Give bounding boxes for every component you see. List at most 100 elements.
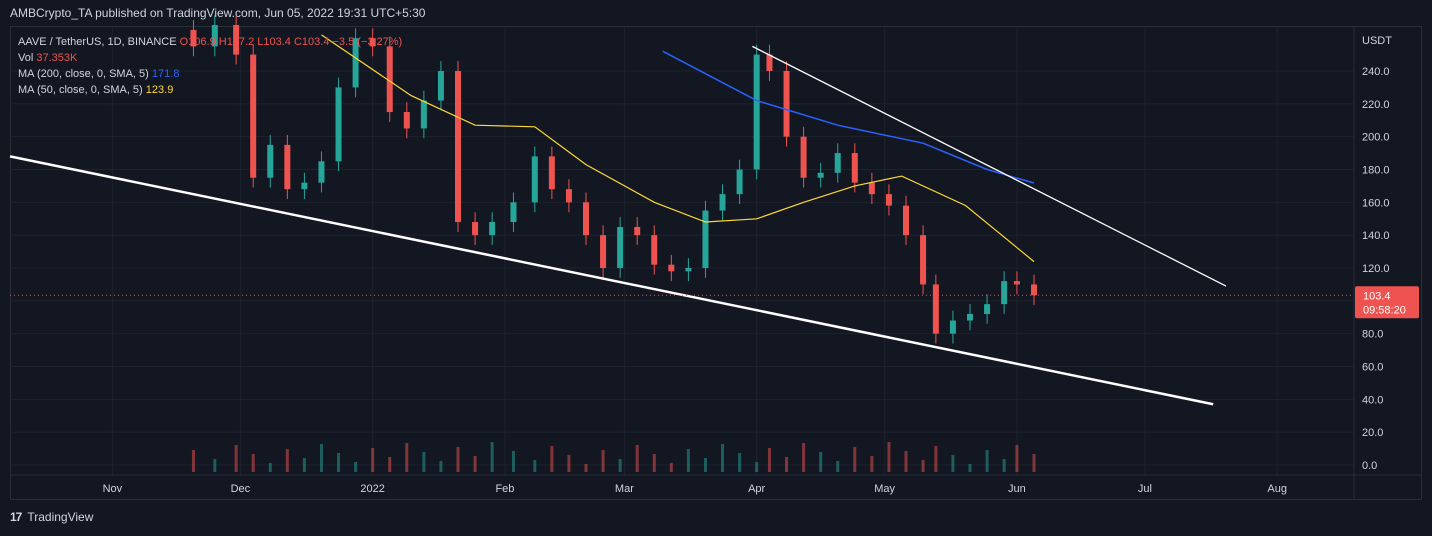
- y-tick-label: 120.0: [1362, 263, 1390, 275]
- legend-volume-label: Vol: [18, 52, 34, 64]
- volume-bar: [234, 445, 238, 472]
- volume-bar: [405, 443, 409, 472]
- y-tick-label: 20.0: [1362, 427, 1383, 439]
- volume-bar: [319, 444, 323, 472]
- candle-body: [211, 25, 218, 47]
- volume-bar: [1032, 454, 1036, 472]
- candle-body: [369, 38, 376, 47]
- candle-body: [531, 156, 538, 203]
- x-tick-label: Apr: [748, 483, 765, 495]
- legend-symbol[interactable]: AAVE / TetherUS, 1D, BINANCE: [18, 36, 177, 48]
- volume-bar: [870, 456, 874, 472]
- candle-body: [949, 320, 956, 334]
- candle-body: [600, 235, 607, 268]
- volume-bar: [456, 447, 460, 472]
- volume-bar: [473, 456, 477, 472]
- volume-bar: [439, 461, 443, 472]
- candle-body: [233, 25, 240, 55]
- candle-body: [753, 54, 760, 170]
- volume-bar: [490, 442, 494, 472]
- candle-body: [301, 182, 308, 190]
- x-tick-label: Feb: [495, 483, 514, 495]
- x-tick-label: Dec: [231, 483, 251, 495]
- chart-frame: [10, 26, 1422, 500]
- candle-body: [651, 235, 658, 265]
- candle-body: [548, 156, 555, 190]
- y-tick-label: 40.0: [1362, 394, 1383, 406]
- volume-bar: [1015, 445, 1019, 472]
- candle-body: [583, 202, 589, 236]
- legend-volume-row[interactable]: Vol 37.353K: [18, 50, 402, 66]
- candle-body: [685, 268, 692, 272]
- volume-bar: [285, 449, 289, 472]
- last-price-countdown: 09:58:20: [1363, 304, 1406, 316]
- candle-body: [668, 264, 675, 272]
- candle-body: [420, 100, 427, 129]
- volume-bar: [985, 450, 989, 472]
- legend-symbol-row: AAVE / TetherUS, 1D, BINANCE O106.9 H107…: [18, 34, 402, 50]
- candle-body: [967, 313, 973, 321]
- legend-ma50-row[interactable]: MA (50, close, 0, SMA, 5) 123.9: [18, 82, 402, 98]
- candle-body: [817, 172, 824, 178]
- volume-bar: [337, 453, 341, 472]
- volume-bar: [618, 459, 622, 472]
- candle-body: [250, 54, 257, 178]
- candle-body: [335, 87, 342, 162]
- chart-legend: AAVE / TetherUS, 1D, BINANCE O106.9 H107…: [18, 34, 402, 98]
- candle-body: [284, 144, 291, 190]
- candle-body: [267, 144, 274, 178]
- footer: 17 TradingView: [10, 510, 93, 524]
- candle-body: [1031, 284, 1037, 296]
- candle-body: [617, 226, 624, 268]
- y-tick-label: 200.0: [1362, 132, 1390, 144]
- volume-bar: [968, 464, 972, 472]
- trendline-lower: [9, 155, 1214, 406]
- legend-ma200-label: MA (200, close, 0, SMA, 5): [18, 68, 149, 80]
- volume-bar: [686, 449, 690, 472]
- candle-body: [885, 194, 892, 206]
- publish-header: AMBCrypto_TA published on TradingView.co…: [10, 6, 426, 20]
- legend-ma200-value: 171.8: [151, 68, 180, 80]
- volume-bar: [601, 450, 605, 472]
- y-tick-label: 220.0: [1362, 99, 1390, 111]
- trendline-upper: [752, 45, 1227, 287]
- candle-body: [932, 284, 939, 334]
- volume-bar: [533, 460, 537, 472]
- volume-bar: [802, 443, 806, 472]
- volume-bar: [567, 455, 571, 472]
- volume-bar: [1002, 459, 1006, 472]
- candle-body: [702, 210, 709, 268]
- candle-body: [386, 46, 393, 113]
- x-tick-label: Jul: [1138, 483, 1152, 495]
- candle-body: [1001, 281, 1008, 305]
- x-tick-label: Nov: [103, 483, 123, 495]
- volume-bar: [669, 463, 673, 472]
- tradingview-logo-icon[interactable]: 17: [10, 510, 22, 524]
- legend-ma200-row[interactable]: MA (200, close, 0, SMA, 5) 171.8: [18, 66, 402, 82]
- candle-body: [766, 54, 773, 71]
- volume-bar: [703, 458, 707, 472]
- volume-bar: [951, 455, 955, 472]
- volume-bar: [388, 457, 392, 472]
- candle-body: [190, 29, 197, 47]
- candle-body: [736, 169, 743, 195]
- volume-bar: [268, 463, 272, 472]
- y-axis-unit: USDT: [1362, 35, 1392, 47]
- candle-body: [719, 194, 726, 211]
- candle-body: [868, 182, 875, 195]
- candle-body: [800, 136, 807, 178]
- y-tick-label: 240.0: [1362, 66, 1390, 78]
- volume-bar: [738, 453, 742, 472]
- ma50-line: [321, 34, 1035, 263]
- y-tick-label: 60.0: [1362, 362, 1383, 374]
- x-tick-label: Mar: [615, 483, 634, 495]
- candle-body: [510, 202, 517, 223]
- candle-body: [851, 153, 858, 183]
- volume-bar: [354, 462, 358, 472]
- last-price-tag: [1355, 286, 1419, 319]
- candle-body: [472, 222, 479, 236]
- footer-brand[interactable]: TradingView: [27, 510, 94, 524]
- y-tick-label: 180.0: [1362, 165, 1390, 177]
- volume-bar: [904, 451, 908, 472]
